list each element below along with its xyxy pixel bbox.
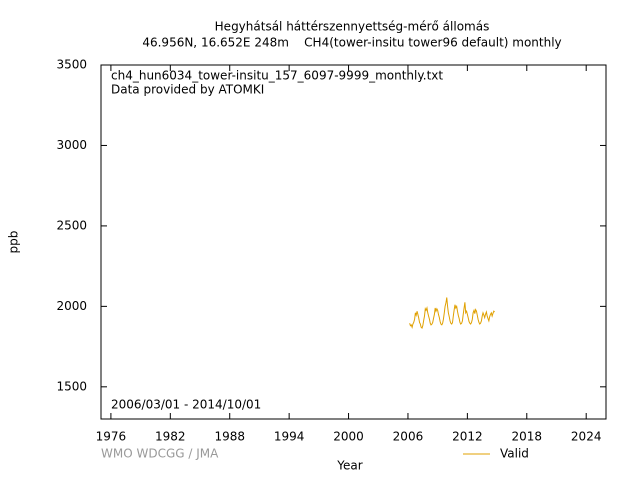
annotation: ch4_hun6034_tower-insitu_157_6097-9999_m… xyxy=(111,69,443,83)
x-tick-label: 1976 xyxy=(96,430,127,444)
y-tick-label: 3500 xyxy=(56,58,87,72)
x-tick-label: 2018 xyxy=(512,430,543,444)
x-tick-label: 1994 xyxy=(274,430,305,444)
x-tick-label: 2024 xyxy=(571,430,602,444)
y-tick-label: 2500 xyxy=(56,218,87,232)
x-tick-label: 2000 xyxy=(333,430,364,444)
x-axis-label: Year xyxy=(336,459,362,473)
y-tick-label: 1500 xyxy=(56,379,87,393)
plot-frame xyxy=(100,64,607,420)
x-tick-label: 1988 xyxy=(214,430,245,444)
chart-subtitle: 46.956N, 16.652E 248m CH4(tower-insitu t… xyxy=(142,36,561,50)
x-tick-label: 2012 xyxy=(452,430,483,444)
legend-label: Valid xyxy=(500,447,529,461)
y-axis-label: ppb xyxy=(7,231,21,254)
x-tick-label: 1982 xyxy=(155,430,186,444)
y-tick-label: 2000 xyxy=(56,299,87,313)
credit: WMO WDCGG / JMA xyxy=(101,447,219,461)
x-tick-label: 2006 xyxy=(393,430,424,444)
y-tick-label: 3000 xyxy=(56,138,87,152)
annotation: 2006/03/01 - 2014/10/01 xyxy=(111,398,261,412)
data-line xyxy=(409,297,495,329)
annotation: Data provided by ATOMKI xyxy=(111,83,264,97)
chart-title: Hegyhátsál háttérszennyettség-mérő állom… xyxy=(215,20,490,34)
